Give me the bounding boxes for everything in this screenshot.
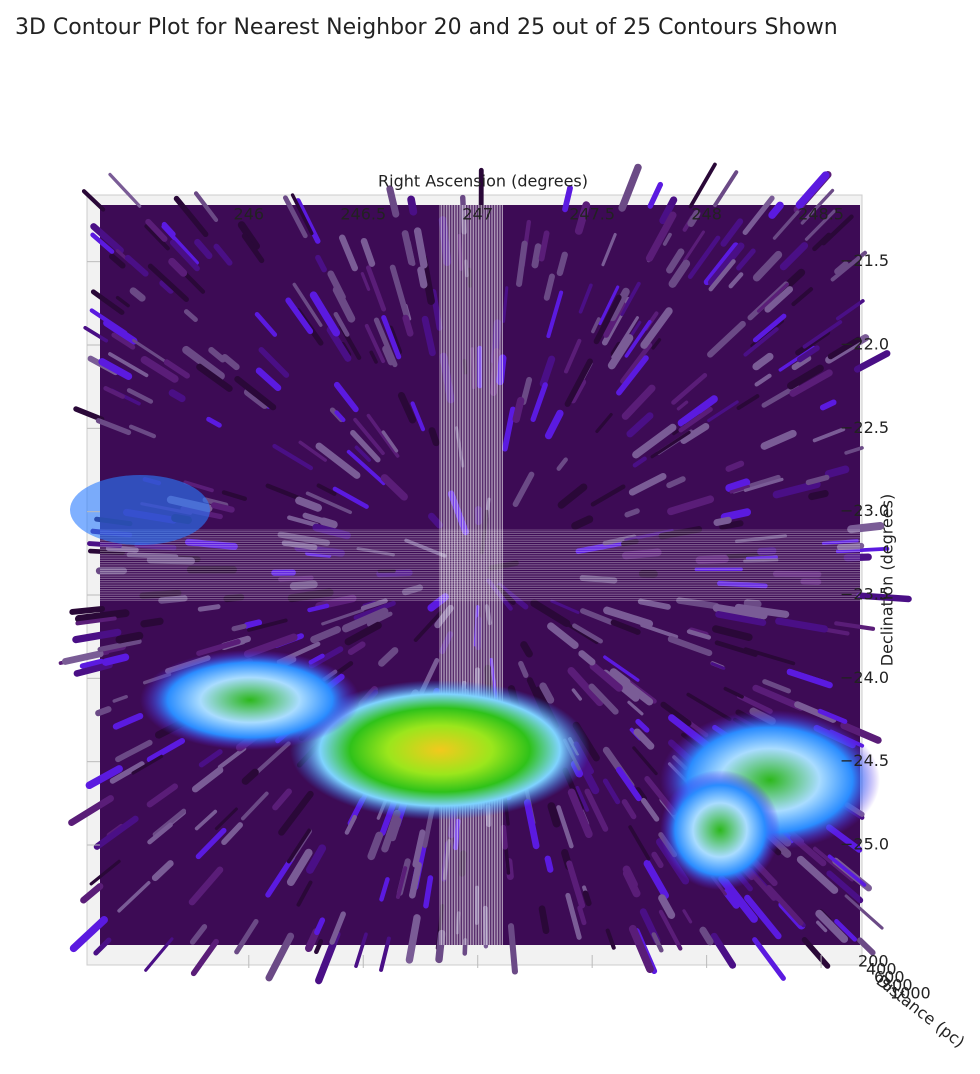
streak (98, 709, 108, 713)
streak (586, 893, 589, 903)
streak (542, 909, 546, 931)
x-tick-label: 248.5 (798, 205, 844, 224)
streak (548, 859, 551, 870)
streak (247, 623, 259, 626)
streak (234, 626, 244, 628)
z-tick-label: 1000 (890, 984, 931, 1003)
streak (748, 603, 758, 604)
y-tick-label: −24.0 (840, 668, 889, 687)
streak (292, 592, 330, 598)
streak (812, 494, 825, 497)
x-axis-label: Right Ascension (degrees) (378, 172, 588, 191)
y-tick-label: −22.5 (840, 418, 889, 437)
x-tick-label: 247 (462, 205, 493, 224)
streak (144, 621, 160, 624)
streak (725, 512, 748, 517)
x-tick-label: 247.5 (569, 205, 615, 224)
streak (516, 401, 520, 420)
streak (421, 270, 424, 285)
y-tick-label: −23.0 (840, 501, 889, 520)
x-tick-label: 246 (234, 205, 265, 224)
streak (851, 526, 880, 529)
streak (143, 593, 178, 596)
y-tick-label: −21.5 (840, 251, 889, 270)
streak (511, 926, 515, 971)
streak (524, 645, 529, 654)
chart-title: 3D Contour Plot for Nearest Neighbor 20 … (15, 15, 838, 40)
streak (119, 636, 139, 640)
streak (469, 270, 470, 286)
streak (406, 318, 410, 333)
streak (432, 431, 436, 443)
streak (411, 199, 413, 211)
y-tick-label: −24.5 (840, 751, 889, 770)
streak (106, 657, 126, 662)
x-tick-label: 248 (691, 205, 722, 224)
streak (485, 908, 486, 946)
x-tick-label: 246.5 (340, 205, 386, 224)
streak (200, 607, 218, 610)
streak (172, 393, 182, 399)
streak (214, 505, 232, 509)
streak (466, 261, 467, 276)
streak (700, 559, 725, 560)
y-tick-label: −22.0 (840, 335, 889, 354)
streak (627, 511, 637, 515)
streak (535, 247, 538, 265)
y-tick-label: −23.5 (840, 585, 889, 604)
y-tick-label: −25.0 (840, 835, 889, 854)
streak (776, 574, 818, 575)
streak (551, 806, 556, 823)
streak (503, 828, 505, 847)
streak (72, 609, 102, 612)
streak (717, 520, 728, 522)
streak (324, 521, 334, 524)
streak (829, 469, 846, 474)
